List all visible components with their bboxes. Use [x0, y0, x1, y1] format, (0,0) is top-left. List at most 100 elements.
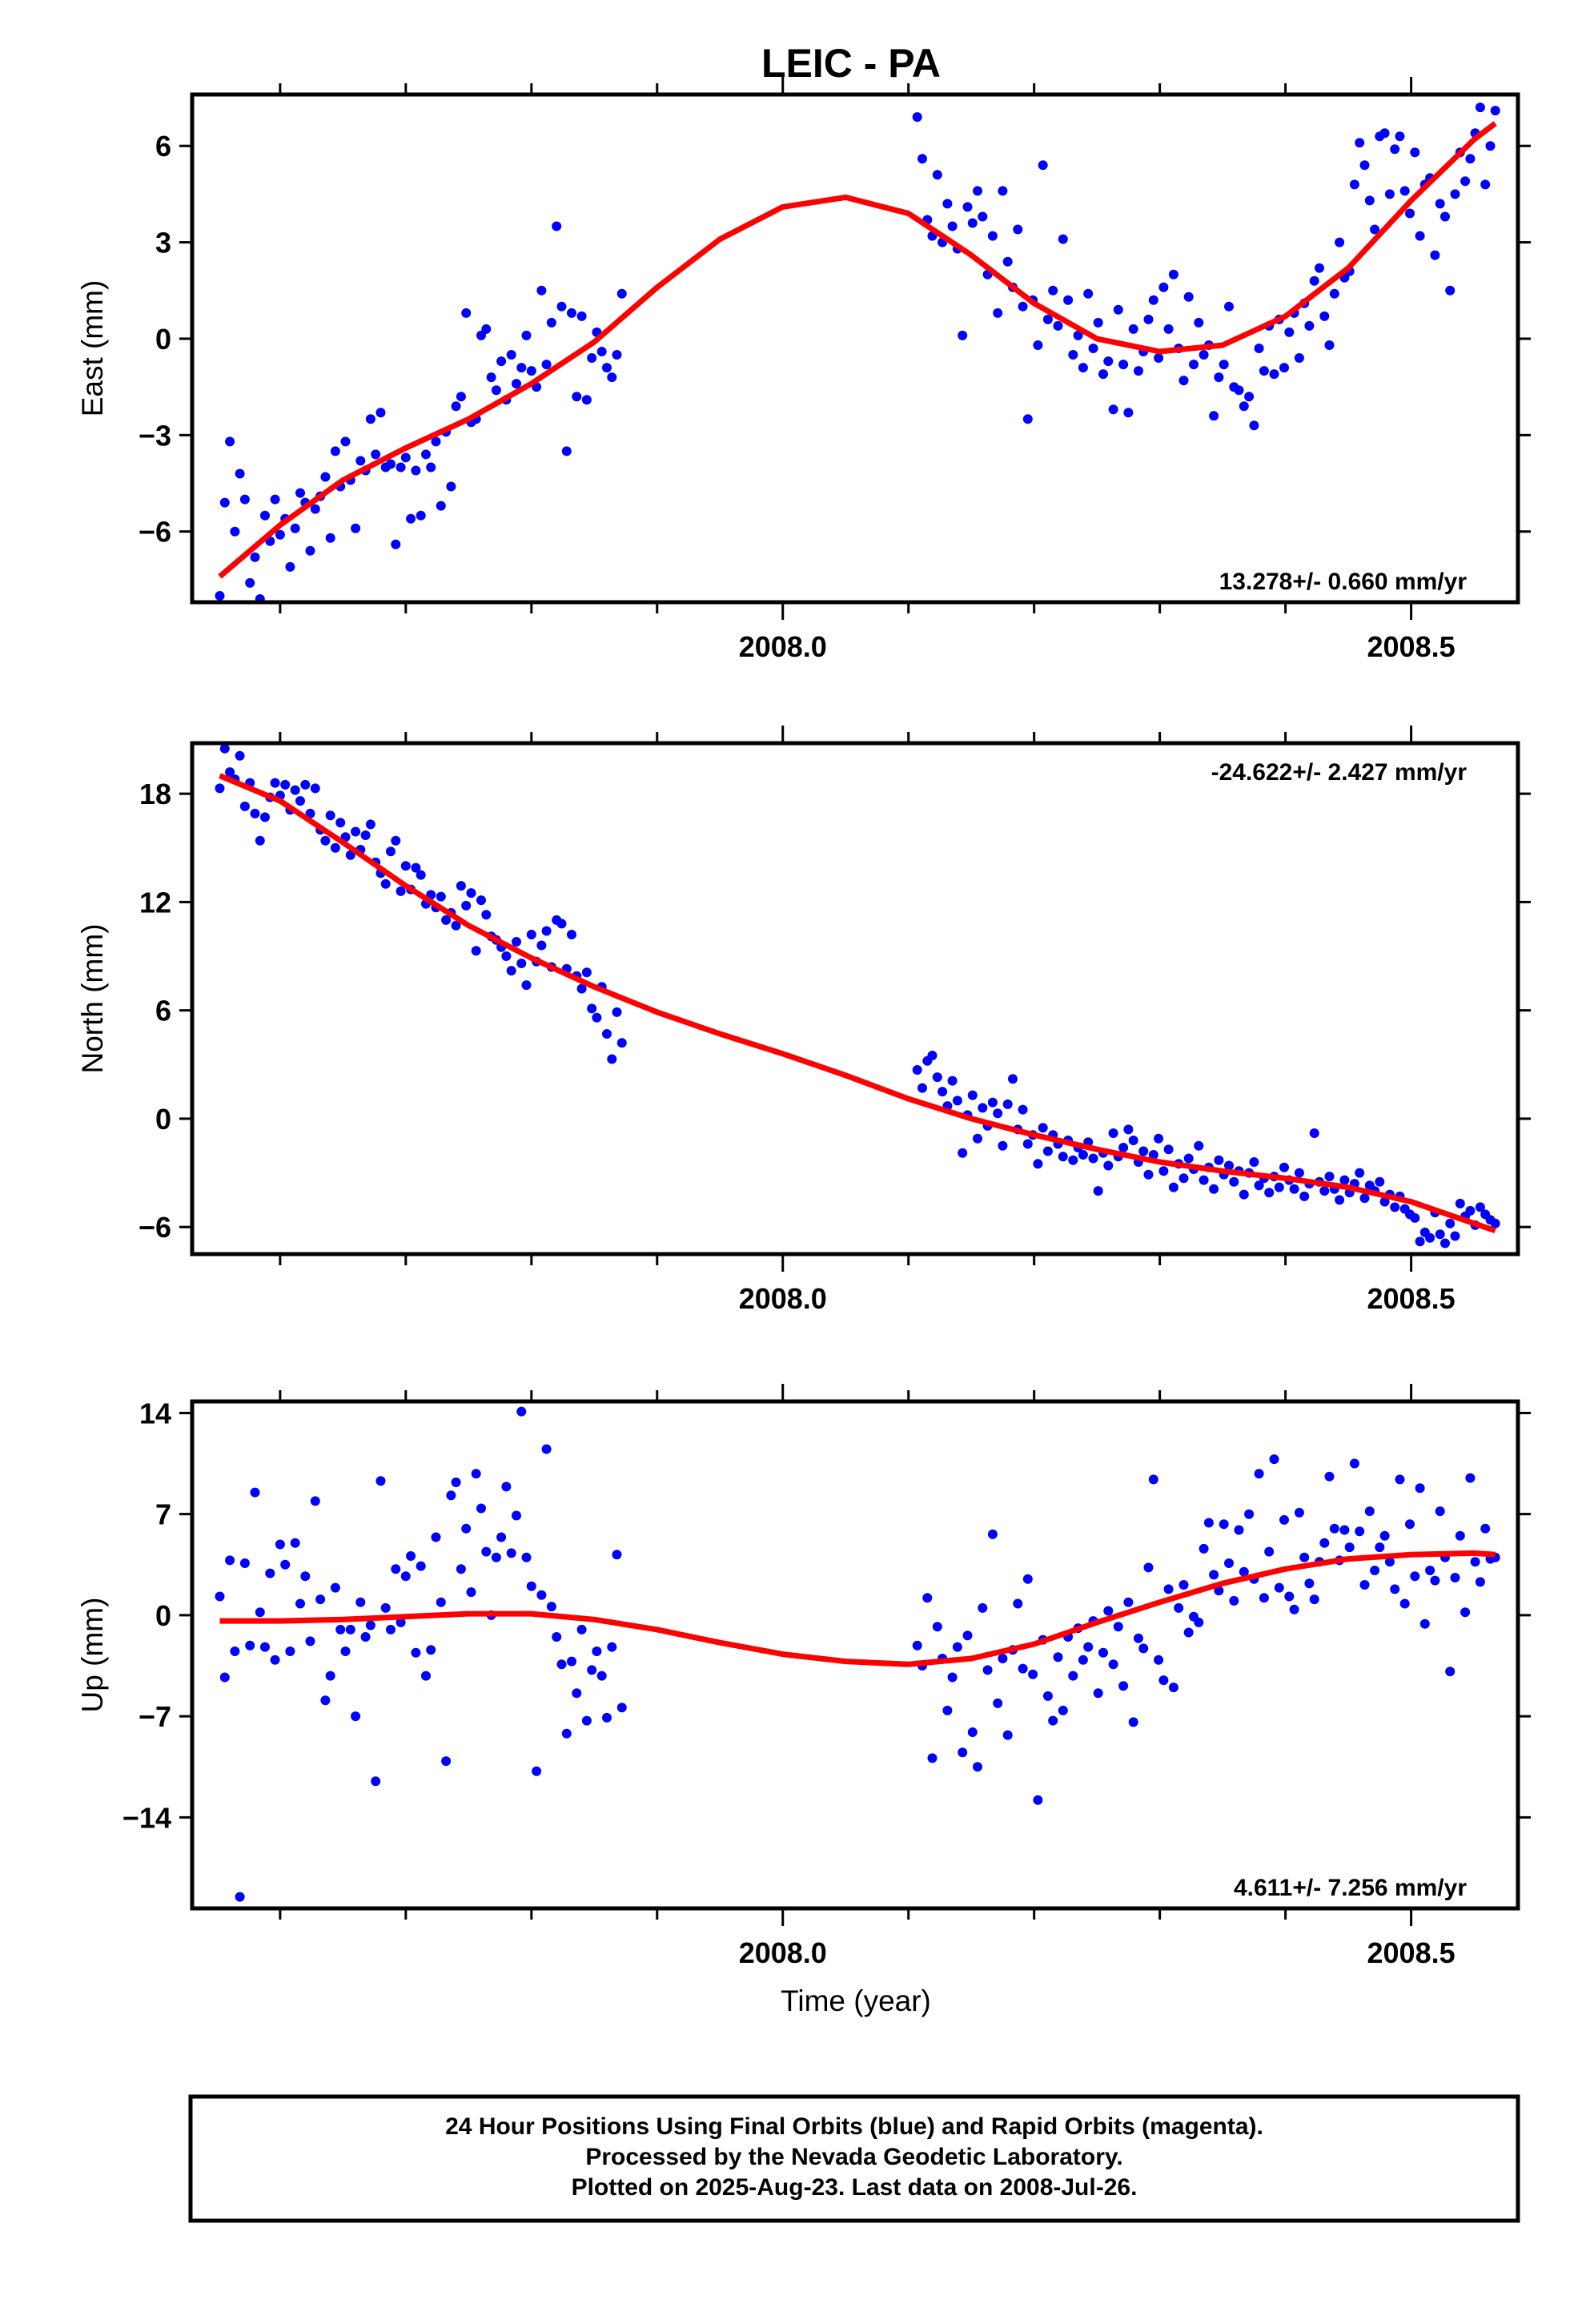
data-point	[1214, 1155, 1224, 1165]
data-point	[1093, 1688, 1103, 1699]
data-point	[1460, 176, 1471, 187]
data-point	[1460, 1607, 1471, 1618]
data-point	[1364, 195, 1375, 206]
data-point	[1088, 344, 1098, 353]
data-point	[1002, 1730, 1013, 1740]
data-point	[476, 1503, 486, 1514]
data-point	[416, 1561, 426, 1571]
data-point	[521, 330, 532, 340]
data-point	[461, 900, 472, 911]
data-point	[219, 497, 230, 508]
data-point	[1480, 179, 1491, 190]
data-point	[1329, 1523, 1339, 1534]
data-point	[917, 154, 927, 164]
data-point	[1058, 1152, 1068, 1162]
data-point	[320, 472, 331, 482]
data-point	[1168, 269, 1178, 279]
data-point	[1359, 1580, 1370, 1590]
data-point	[1224, 1558, 1234, 1568]
data-point	[1088, 1153, 1098, 1164]
data-point	[1384, 189, 1395, 199]
data-point	[431, 1532, 441, 1542]
data-point	[1279, 1514, 1289, 1525]
plot-frame	[190, 741, 1520, 1256]
data-point	[451, 1478, 461, 1487]
data-point	[1390, 1202, 1400, 1212]
data-point	[561, 446, 572, 456]
data-point	[255, 1607, 265, 1618]
data-point	[335, 818, 346, 828]
data-point	[612, 350, 622, 360]
data-point	[1038, 1123, 1048, 1133]
data-point	[1279, 363, 1289, 373]
y-tick-label: 18	[139, 778, 171, 810]
data-point	[602, 1029, 612, 1039]
data-point	[602, 363, 612, 373]
data-point	[1058, 234, 1068, 244]
data-point	[325, 1671, 335, 1681]
data-point	[1183, 292, 1194, 302]
data-point	[235, 468, 245, 479]
data-point	[1254, 1180, 1264, 1191]
data-point	[1465, 1205, 1476, 1216]
data-point	[365, 1620, 375, 1630]
data-point	[406, 1551, 416, 1561]
data-point	[1244, 1509, 1255, 1519]
footer-frame	[188, 2094, 1520, 2223]
data-point	[1053, 1652, 1063, 1663]
data-point	[1319, 1538, 1330, 1548]
data-point	[1118, 1681, 1129, 1691]
data-point	[1435, 1229, 1445, 1240]
data-point	[1355, 1168, 1365, 1178]
data-point	[587, 1003, 597, 1014]
data-point	[1068, 1671, 1078, 1681]
data-point	[1390, 144, 1400, 155]
data-point	[1309, 275, 1319, 286]
data-point	[581, 395, 592, 405]
data-point	[230, 1647, 240, 1656]
data-point	[1199, 350, 1209, 360]
data-point	[400, 452, 411, 463]
data-point	[1249, 420, 1259, 431]
data-point	[1485, 141, 1496, 151]
data-point	[396, 1617, 406, 1627]
data-point	[1083, 1642, 1094, 1652]
data-point	[426, 462, 436, 472]
data-point	[481, 1546, 492, 1557]
data-point	[1113, 304, 1123, 315]
data-point	[1339, 1525, 1350, 1535]
data-point	[912, 1065, 922, 1075]
data-point	[1183, 1153, 1194, 1164]
data-point	[1450, 189, 1460, 199]
data-point	[1234, 385, 1244, 396]
data-point	[567, 1656, 576, 1667]
y-tick-label: 6	[155, 995, 171, 1027]
data-point	[1058, 1705, 1068, 1715]
data-point	[416, 510, 426, 521]
data-point	[1335, 1195, 1345, 1205]
data-point	[602, 1712, 612, 1723]
data-point	[962, 202, 973, 212]
data-point	[1148, 1150, 1158, 1160]
data-point	[1042, 1146, 1053, 1156]
data-point	[496, 1532, 507, 1542]
data-point	[1078, 1655, 1088, 1665]
data-point	[380, 1602, 391, 1613]
data-point	[400, 1571, 411, 1582]
data-point	[1344, 1542, 1355, 1553]
data-point	[932, 1072, 942, 1083]
data-point	[1324, 340, 1335, 350]
data-point	[365, 819, 375, 830]
data-point	[526, 1581, 536, 1591]
data-point	[235, 1892, 245, 1902]
x-tick-label: 2008.0	[739, 1282, 827, 1315]
data-point	[947, 1076, 958, 1086]
data-point	[1123, 408, 1134, 418]
data-point	[1475, 1577, 1485, 1587]
data-point	[947, 221, 958, 231]
data-point	[491, 385, 501, 396]
data-point	[556, 1659, 567, 1670]
data-point	[541, 926, 552, 936]
data-point	[355, 1597, 366, 1607]
x-tick-label: 2008.0	[739, 1936, 827, 1969]
